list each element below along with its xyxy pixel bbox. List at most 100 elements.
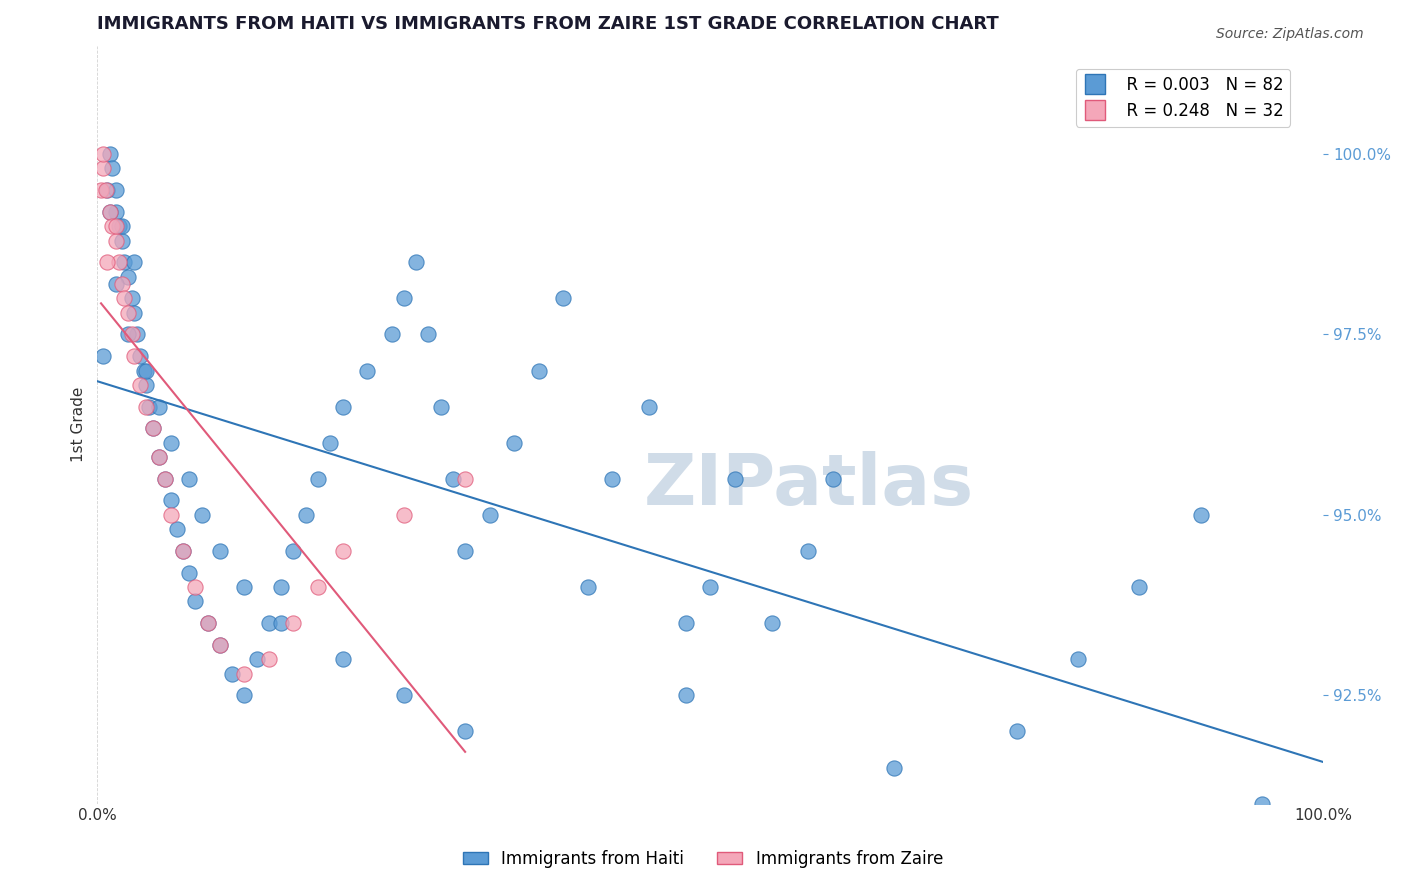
Point xyxy=(122,255,145,269)
Point xyxy=(90,183,112,197)
Point xyxy=(221,666,243,681)
Point xyxy=(117,327,139,342)
Point xyxy=(132,363,155,377)
Point xyxy=(184,580,207,594)
Point xyxy=(122,349,145,363)
Point xyxy=(197,616,219,631)
Point xyxy=(104,219,127,234)
Point xyxy=(121,327,143,342)
Point xyxy=(112,291,135,305)
Point xyxy=(111,234,134,248)
Point xyxy=(208,638,231,652)
Point xyxy=(112,255,135,269)
Point xyxy=(129,349,152,363)
Point xyxy=(135,400,157,414)
Point xyxy=(392,291,415,305)
Point xyxy=(96,255,118,269)
Point xyxy=(166,522,188,536)
Point xyxy=(797,544,820,558)
Point xyxy=(441,472,464,486)
Text: IMMIGRANTS FROM HAITI VS IMMIGRANTS FROM ZAIRE 1ST GRADE CORRELATION CHART: IMMIGRANTS FROM HAITI VS IMMIGRANTS FROM… xyxy=(97,15,1000,33)
Text: ZIPatlas: ZIPatlas xyxy=(644,450,973,520)
Point xyxy=(405,255,427,269)
Point xyxy=(257,652,280,666)
Point xyxy=(553,291,575,305)
Point xyxy=(179,566,201,580)
Point xyxy=(1005,724,1028,739)
Point xyxy=(283,616,305,631)
Point xyxy=(125,327,148,342)
Point xyxy=(332,652,354,666)
Point xyxy=(761,616,783,631)
Point xyxy=(98,147,121,161)
Point xyxy=(148,450,170,464)
Point xyxy=(356,363,378,377)
Legend:   R = 0.003   N = 82,   R = 0.248   N = 32: R = 0.003 N = 82, R = 0.248 N = 32 xyxy=(1076,70,1291,127)
Point xyxy=(724,472,747,486)
Point xyxy=(104,234,127,248)
Point xyxy=(418,327,440,342)
Point xyxy=(141,421,163,435)
Point xyxy=(141,421,163,435)
Point xyxy=(699,580,721,594)
Point xyxy=(160,508,183,522)
Point xyxy=(96,183,118,197)
Point xyxy=(98,204,121,219)
Point xyxy=(129,378,152,392)
Point xyxy=(294,508,316,522)
Point xyxy=(527,363,550,377)
Point xyxy=(153,472,176,486)
Point xyxy=(381,327,404,342)
Point xyxy=(93,161,115,176)
Point xyxy=(179,472,201,486)
Point xyxy=(675,689,697,703)
Point xyxy=(454,724,477,739)
Point xyxy=(111,219,134,234)
Point xyxy=(172,544,194,558)
Point xyxy=(108,255,131,269)
Point xyxy=(307,472,329,486)
Point xyxy=(135,363,157,377)
Point xyxy=(197,616,219,631)
Point xyxy=(208,544,231,558)
Point xyxy=(600,472,623,486)
Point xyxy=(160,435,183,450)
Point xyxy=(117,306,139,320)
Point xyxy=(104,204,127,219)
Point xyxy=(122,306,145,320)
Text: Source: ZipAtlas.com: Source: ZipAtlas.com xyxy=(1216,27,1364,41)
Point xyxy=(98,204,121,219)
Point xyxy=(883,760,905,774)
Point xyxy=(270,580,292,594)
Point xyxy=(190,508,212,522)
Point xyxy=(945,832,967,847)
Point xyxy=(576,580,599,594)
Point xyxy=(257,616,280,631)
Point xyxy=(121,291,143,305)
Point xyxy=(454,472,477,486)
Point xyxy=(307,580,329,594)
Point xyxy=(233,689,256,703)
Point xyxy=(454,544,477,558)
Point xyxy=(233,580,256,594)
Point xyxy=(332,400,354,414)
Point xyxy=(270,616,292,631)
Point xyxy=(138,400,160,414)
Point xyxy=(117,269,139,284)
Point xyxy=(392,508,415,522)
Point xyxy=(478,508,501,522)
Point xyxy=(184,594,207,608)
Point xyxy=(332,544,354,558)
Point xyxy=(1128,580,1150,594)
Point xyxy=(319,435,342,450)
Point xyxy=(1067,652,1090,666)
Point xyxy=(111,277,134,291)
Point xyxy=(821,472,844,486)
Point xyxy=(153,472,176,486)
Point xyxy=(283,544,305,558)
Point xyxy=(675,616,697,631)
Point xyxy=(94,183,117,197)
Point xyxy=(148,450,170,464)
Point xyxy=(101,161,124,176)
Point xyxy=(172,544,194,558)
